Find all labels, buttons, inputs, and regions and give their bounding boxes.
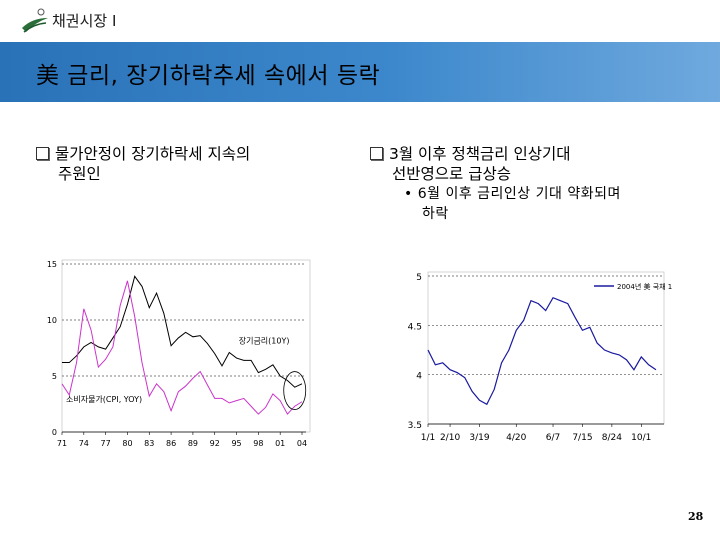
y-tick-label: 3.5	[408, 421, 422, 431]
sub-bullet-line1: 6월 이후 금리인상 기대 약화되며	[417, 186, 621, 202]
us-treasury-line	[427, 296, 657, 406]
x-tick-label: 1/1	[421, 433, 435, 443]
annotation-cpi: 소비자물가(CPI, YOY)	[66, 395, 142, 404]
square-bullet-icon	[370, 147, 383, 160]
bullet-right: 3월 이후 정책금리 인상기대 선반영으로 급상승	[370, 144, 700, 184]
x-tick-label: 6/7	[546, 433, 560, 443]
bullet-right-line2: 선반영으로 급상승	[392, 165, 512, 183]
x-tick-label: 92	[210, 439, 220, 448]
x-tick-label: 71	[57, 439, 67, 448]
annotation-long-rate: 장기금리(10Y)	[239, 336, 290, 346]
y-tick-label: 4	[416, 372, 422, 382]
square-bullet-icon	[36, 147, 49, 160]
page-number: 28	[688, 510, 704, 523]
highlight-ellipse	[283, 371, 307, 410]
legend-label: 2004년 美 국채 10년물	[617, 282, 672, 291]
x-tick-label: 8/24	[602, 433, 622, 443]
y-tick-label: 5	[52, 372, 57, 381]
bullet-left-line2: 주원인	[58, 165, 101, 183]
sub-bullet-line2: 하락	[422, 206, 449, 222]
plot-frame	[427, 271, 665, 425]
sub-bullet: • 6월 이후 금리인상 기대 약화되며 하락	[404, 184, 704, 224]
x-tick-label: 77	[101, 439, 111, 448]
x-tick-label: 01	[275, 439, 285, 448]
x-tick-label: 98	[253, 439, 263, 448]
x-tick-label: 83	[144, 439, 154, 448]
x-tick-label: 95	[231, 439, 241, 448]
x-tick-label: 7/15	[572, 433, 592, 443]
slide-title: 美 금리, 장기하락추세 속에서 등락	[36, 63, 381, 89]
x-tick-label: 2/10	[440, 433, 460, 443]
x-tick-label: 04	[297, 439, 307, 448]
title-bar	[0, 42, 720, 102]
x-tick-label: 3/19	[469, 433, 489, 443]
x-tick-label: 4/20	[506, 433, 526, 443]
plot-frame	[61, 259, 311, 433]
section-label: 채권시장 I	[52, 12, 117, 30]
top-header: 채권시장 I	[0, 0, 720, 42]
dot-bullet-icon: •	[404, 186, 418, 202]
us-treasury-2004-chart: 3.5 4 4.5 5 1/1 2/10 3/19 4/20 6/7 7/15 8/24 10/1 20…	[408, 271, 672, 443]
x-tick-label: 86	[166, 439, 176, 448]
bullet-left-line1: 물가안정이 장기하락세 지속의	[55, 145, 251, 163]
y-tick-label: 5	[416, 273, 422, 283]
x-tick-label: 80	[122, 439, 132, 448]
swoosh-logo-icon	[22, 8, 48, 33]
y-tick-label: 10	[47, 316, 57, 325]
y-tick-label: 15	[47, 260, 57, 269]
long-rate-line	[62, 275, 303, 388]
bullet-left: 물가안정이 장기하락세 지속의 주원인	[36, 144, 346, 184]
cpi-line	[61, 280, 303, 415]
x-tick-label: 89	[188, 439, 198, 448]
x-tick-label: 10/1	[631, 433, 651, 443]
bullet-right-line1: 3월 이후 정책금리 인상기대	[389, 145, 571, 163]
y-tick-label: 0	[52, 428, 57, 437]
x-tick-label: 74	[79, 439, 89, 448]
long-term-rate-cpi-chart: 0 5 10 15 71 74 77 80 83 86 89 92 95 98 01 04 장기금리(10Y) 소…	[47, 259, 311, 448]
y-tick-label: 4.5	[408, 322, 422, 332]
